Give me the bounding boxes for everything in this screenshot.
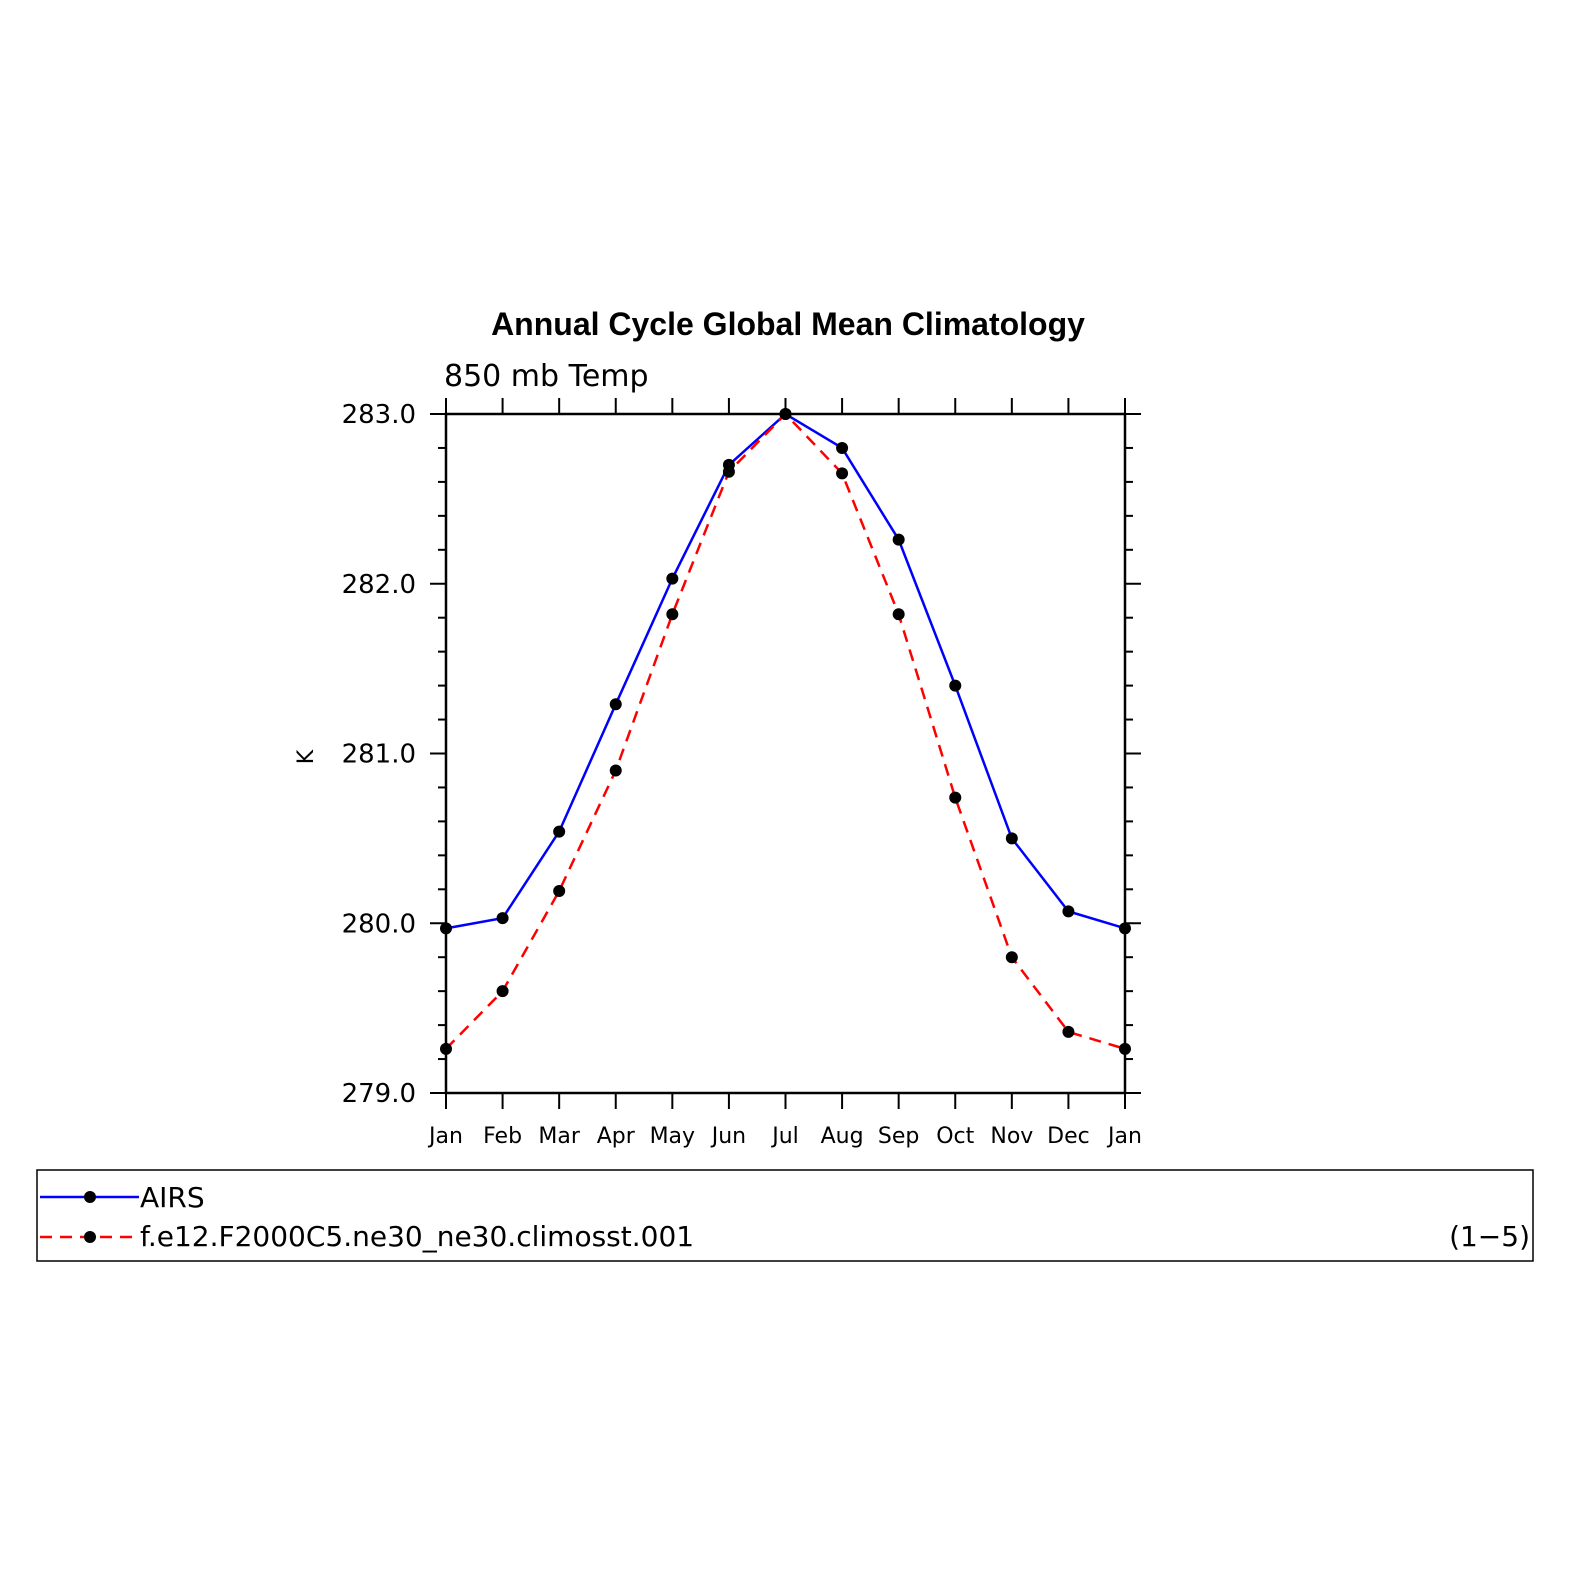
series-1-point bbox=[1005, 951, 1018, 964]
chart-title: Annual Cycle Global Mean Climatology bbox=[491, 306, 1085, 342]
x-tick-label: Jul bbox=[770, 1124, 799, 1149]
y-tick-label: 283.0 bbox=[342, 400, 416, 430]
series-line-0 bbox=[445, 412, 1126, 930]
series-0-point bbox=[836, 441, 849, 454]
x-tick-label: Jan bbox=[1106, 1124, 1142, 1149]
series-0-point bbox=[1062, 905, 1075, 918]
series-1-point bbox=[779, 408, 792, 420]
series-1-point bbox=[892, 608, 905, 621]
series-1-point bbox=[440, 1042, 452, 1055]
chart-subtitle: 850 mb Temp bbox=[444, 359, 649, 394]
x-tick-label: Nov bbox=[990, 1124, 1033, 1149]
series-1-point bbox=[949, 791, 962, 804]
legend-label-model: f.e12.F2000C5.ne30_ne30.climosst.001 bbox=[140, 1220, 694, 1253]
series-layer bbox=[440, 408, 1131, 1055]
y-tick-label: 281.0 bbox=[342, 740, 416, 770]
series-1-point bbox=[553, 884, 566, 897]
x-tick-label: Aug bbox=[821, 1124, 864, 1149]
series-1-point bbox=[496, 985, 509, 998]
y-tick-label: 280.0 bbox=[342, 909, 416, 939]
y-tick-label: 282.0 bbox=[342, 570, 416, 600]
x-tick-label: May bbox=[650, 1124, 695, 1149]
legend-box bbox=[36, 1169, 1534, 1262]
x-tick-label: Mar bbox=[538, 1124, 580, 1149]
legend: AIRS f.e12.F2000C5.ne30_ne30.climosst.00… bbox=[36, 1169, 1534, 1262]
plot-frame bbox=[444, 412, 1127, 1095]
series-0-point bbox=[553, 825, 566, 838]
series-1-point bbox=[836, 467, 849, 480]
legend-marker-model bbox=[84, 1231, 96, 1243]
legend-label-airs: AIRS bbox=[140, 1181, 205, 1214]
x-tick-label: Jan bbox=[427, 1124, 463, 1149]
series-0-point bbox=[440, 922, 452, 935]
legend-note: (1−5) bbox=[1449, 1220, 1530, 1253]
series-0-point bbox=[666, 572, 679, 585]
series-0-point bbox=[609, 698, 622, 711]
legend-marker-airs bbox=[84, 1191, 96, 1203]
x-tick-label: Apr bbox=[597, 1124, 636, 1149]
x-tick-label: Sep bbox=[878, 1124, 919, 1149]
series-1-point bbox=[609, 764, 622, 777]
series-0-point bbox=[496, 912, 509, 925]
series-1-point bbox=[722, 465, 735, 478]
series-1-point bbox=[1062, 1025, 1075, 1038]
x-tick-label: Oct bbox=[936, 1124, 974, 1149]
series-1-point bbox=[666, 608, 679, 621]
y-tick-label: 279.0 bbox=[342, 1079, 416, 1109]
series-line-1 bbox=[445, 412, 1126, 1051]
series-0-point bbox=[892, 533, 905, 546]
x-axis: Jan Feb Mar Apr May Jun Jul Aug Sep Oct Nov Dec Jan bbox=[427, 398, 1142, 1149]
x-tick-label: Feb bbox=[483, 1124, 522, 1149]
series-0-point bbox=[1005, 832, 1018, 845]
y-axis-label: K bbox=[294, 749, 319, 764]
series-1-point bbox=[1119, 1042, 1131, 1055]
y-axis: 279.0 280.0 281.0 282.0 283.0 bbox=[342, 400, 1141, 1109]
x-tick-label: Dec bbox=[1047, 1124, 1090, 1149]
x-tick-label: Jun bbox=[710, 1124, 746, 1149]
series-0-point bbox=[1119, 922, 1131, 935]
series-0-point bbox=[949, 679, 962, 692]
